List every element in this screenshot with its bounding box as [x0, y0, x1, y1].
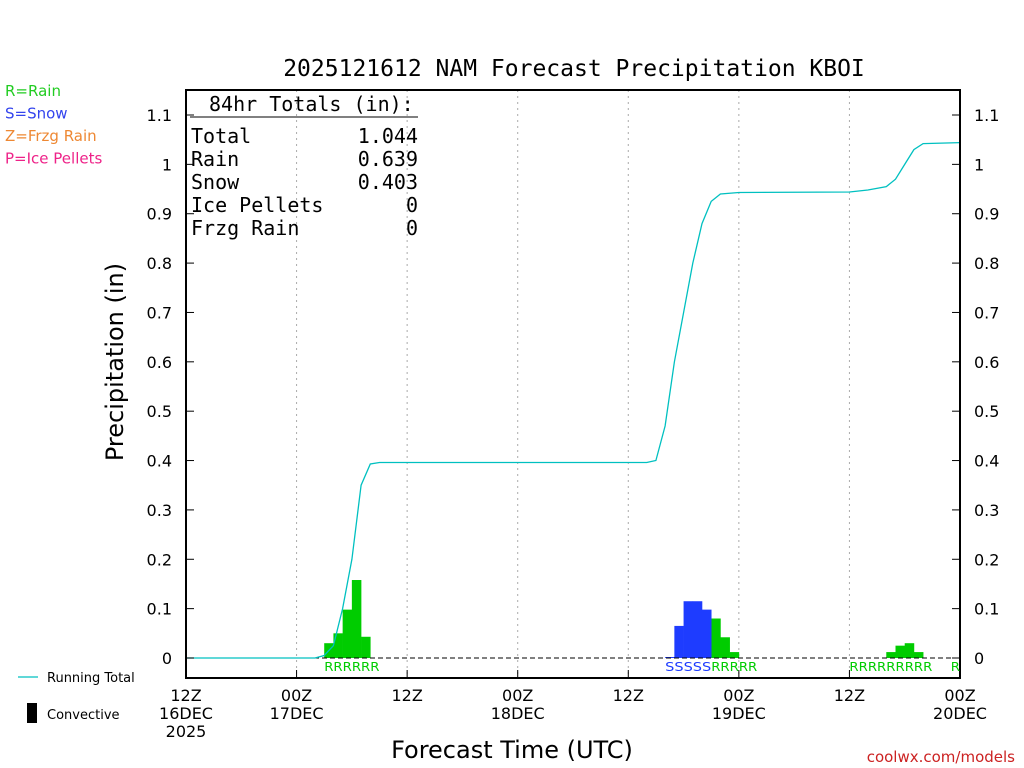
y-tick-label-left: 0.8: [147, 254, 172, 273]
x-tick-label: 18DEC: [491, 704, 545, 723]
bars-layer: [324, 580, 924, 658]
y-tick-label-right: 0.9: [974, 205, 999, 224]
x-tick-label: 19DEC: [712, 704, 766, 723]
x-tick-label: 00Z: [502, 686, 533, 705]
y-tick-label-left: 0.2: [147, 550, 172, 569]
bar-snow: [702, 609, 712, 658]
y-tick-label-right: 0.2: [974, 550, 999, 569]
type-legend-entry: P=Ice Pellets: [5, 150, 102, 168]
y-tick-label-right: 1.1: [974, 106, 999, 125]
y-tick-label-right: 0: [974, 649, 984, 668]
bar-snow: [692, 601, 703, 658]
totals-row-value: 0.403: [358, 170, 418, 194]
bar-rain: [711, 618, 721, 658]
x-axis-label: Forecast Time (UTC): [391, 736, 633, 764]
bar-rain: [895, 645, 906, 658]
precip-type-run: RRRRRRRRR: [849, 660, 932, 674]
x-tick-label: 16DEC: [159, 704, 213, 723]
bar-rain: [913, 652, 924, 658]
totals-row-label: Rain: [191, 147, 239, 171]
totals-row-label: Frzg Rain: [191, 216, 299, 240]
bar-rain: [342, 609, 353, 658]
y-tick-label-right: 0.3: [974, 501, 999, 520]
y-tick-label-left: 0.3: [147, 501, 172, 520]
plot-frame: [185, 89, 961, 679]
x-tick-label: 12Z: [613, 686, 644, 705]
y-tick-label-left: 1.1: [147, 106, 172, 125]
gridlines: [296, 90, 850, 678]
y-tick-label-right: 0.7: [974, 303, 999, 322]
precip-type-run: RRRRR: [711, 660, 757, 674]
convective-legend-label: Convective: [47, 708, 120, 723]
y-tick-label-left: 0.7: [147, 303, 172, 322]
y-axis-label: Precipitation (in): [101, 263, 129, 461]
x-tick-label: 17DEC: [270, 704, 324, 723]
bar-rain: [361, 636, 371, 658]
credit-text: coolwx.com/models: [867, 748, 1015, 766]
type-legend-entry: Z=Frzg Rain: [5, 127, 97, 145]
y-tick-label-left: 0.6: [147, 353, 172, 372]
x-tick-label: 00Z: [944, 686, 975, 705]
bar-rain: [333, 633, 343, 658]
precip-type-run: RRRRRR: [324, 660, 379, 674]
y-tick-label-left: 0.5: [147, 402, 172, 421]
totals-box: 84hr Totals (in): Total 1.044 Rain 0.639 Sno…: [190, 92, 418, 240]
bar-rain: [904, 643, 915, 658]
convective-legend-swatch: [27, 703, 37, 723]
totals-row-value: 0: [406, 193, 418, 217]
y-tick-label-right: 1: [974, 155, 984, 174]
x-tick-label: 00Z: [281, 686, 312, 705]
running-total-line: [186, 141, 961, 659]
y-tick-label-right: 0.8: [974, 254, 999, 273]
y-tick-label-left: 0: [162, 649, 172, 668]
bar-snow: [683, 601, 694, 658]
bar-snow: [674, 625, 684, 658]
totals-row-value: 1.044: [358, 124, 418, 148]
x-tick-label: 12Z: [170, 686, 201, 705]
y-tick-label-right: 0.5: [974, 402, 999, 421]
y-tick-label-left: 1: [162, 155, 172, 174]
chart-title: 2025121612 NAM Forecast Precipitation KB…: [283, 56, 865, 82]
bar-rain: [720, 637, 730, 658]
y-axis-ticks: 0 00.1 0.10.2 0.20.3 0.30.4 0.40.5 0.50.6 0.60.…: [147, 106, 1000, 668]
totals-row-label: Snow: [191, 170, 240, 194]
totals-heading: 84hr Totals (in):: [209, 92, 414, 116]
x-tick-label: 12Z: [391, 686, 422, 705]
precip-type-run: SSSSS: [665, 660, 711, 674]
precip-type-row: RRRRRR SSSSS RRRRR RRRRRRRRR R: [324, 660, 960, 674]
y-tick-label-right: 0.1: [974, 600, 999, 619]
type-legend-entry: R=Rain: [5, 82, 61, 100]
y-tick-label-left: 0.4: [147, 452, 172, 471]
bar-rain: [729, 652, 740, 658]
bar-rain: [351, 580, 362, 658]
bar-rain: [886, 652, 896, 658]
totals-row-value: 0: [406, 216, 418, 240]
running-total-legend-label: Running Total: [47, 671, 135, 686]
x-tick-label: 12Z: [834, 686, 865, 705]
y-tick-label-right: 0.6: [974, 353, 999, 372]
y-tick-label-left: 0.9: [147, 205, 172, 224]
precip-type-run: R: [951, 660, 960, 674]
x-tick-label: 2025: [166, 722, 207, 741]
y-tick-label-right: 0.4: [974, 452, 999, 471]
y-tick-label-left: 0.1: [147, 600, 172, 619]
type-legend-entry: S=Snow: [5, 105, 68, 123]
x-tick-label: 20DEC: [933, 704, 987, 723]
totals-row-value: 0.639: [358, 147, 418, 171]
x-tick-label: 00Z: [723, 686, 754, 705]
totals-row-label: Total: [191, 124, 251, 148]
precip-type-legend: R=Rain S=Snow Z=Frzg Rain P=Ice Pellets: [5, 82, 102, 168]
totals-row-label: Ice Pellets: [191, 193, 323, 217]
